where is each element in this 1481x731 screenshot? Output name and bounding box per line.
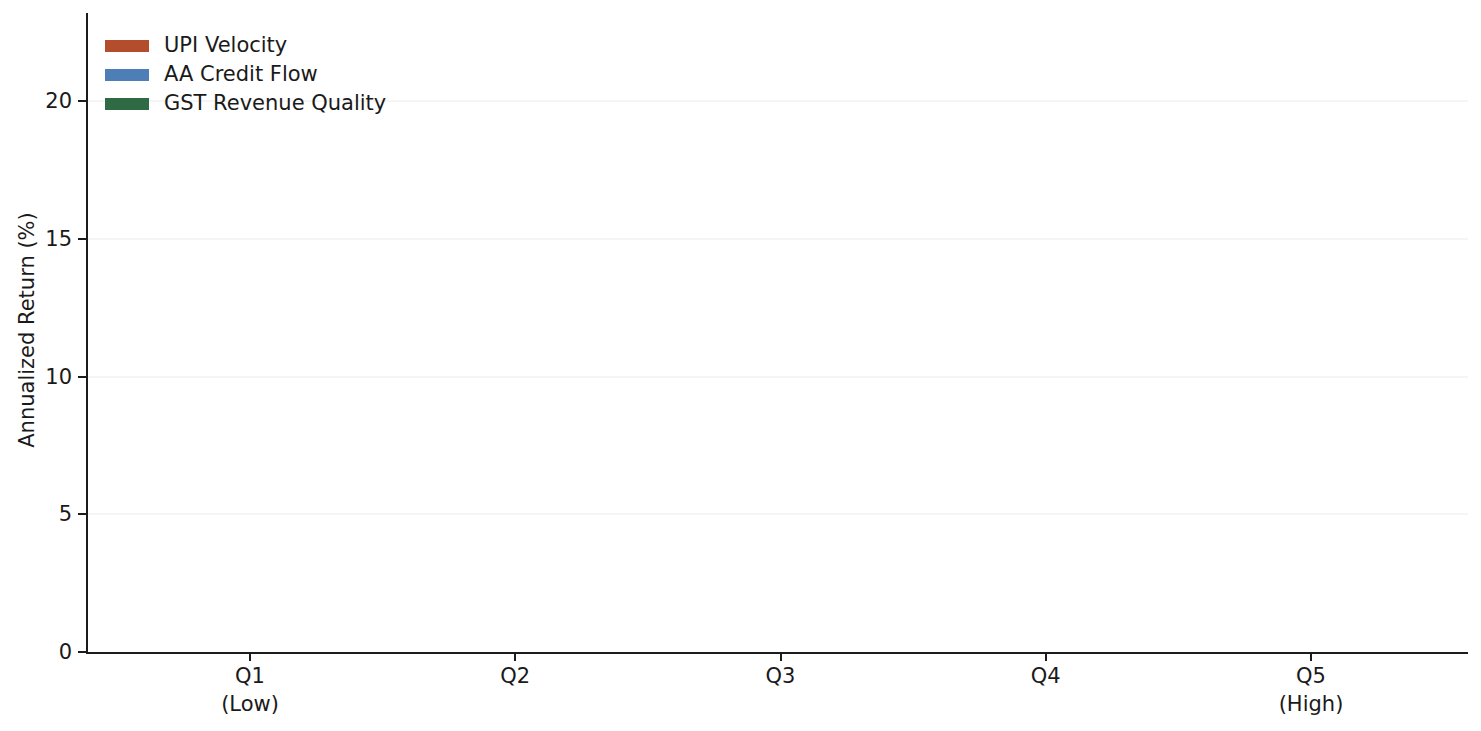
y-axis-spine: [86, 13, 88, 654]
legend-label: AA Credit Flow: [164, 64, 318, 85]
legend-swatch: [105, 40, 149, 52]
y-tick-label: 0: [59, 642, 72, 663]
legend-label: UPI Velocity: [164, 35, 287, 56]
legend-item: UPI Velocity: [105, 31, 386, 60]
x-tick-label: Q1 (Low): [130, 663, 370, 718]
x-axis-spine: [86, 652, 1468, 654]
y-tick-mark: [78, 651, 86, 653]
y-tick-mark: [78, 238, 86, 240]
x-tick-mark: [249, 654, 251, 661]
y-axis-title: Annualized Return (%): [15, 212, 39, 447]
x-tick-label: Q5 (High): [1191, 663, 1431, 718]
y-tick-label: 15: [45, 228, 72, 249]
legend-item: GST Revenue Quality: [105, 89, 386, 118]
y-tick-mark: [78, 513, 86, 515]
legend-swatch: [105, 98, 149, 110]
x-tick-label: Q3: [661, 663, 901, 691]
bar-chart-figure: Annualized Return (%) Q1 (Low)Q2Q3Q4Q5 (…: [0, 0, 1481, 731]
x-tick-mark: [1310, 654, 1312, 661]
legend-item: AA Credit Flow: [105, 60, 386, 89]
x-tick-mark: [514, 654, 516, 661]
y-tick-mark: [78, 100, 86, 102]
legend-label: GST Revenue Quality: [164, 93, 386, 114]
legend-swatch: [105, 69, 149, 81]
plot-area: Q1 (Low)Q2Q3Q4Q5 (High) 05101520 UPI Vel…: [88, 13, 1468, 652]
y-tick-label: 20: [45, 91, 72, 112]
x-tick-label: Q4: [926, 663, 1166, 691]
x-tick-mark: [780, 654, 782, 661]
y-tick-label: 10: [45, 366, 72, 387]
y-tick-mark: [78, 376, 86, 378]
legend: UPI Velocity AA Credit Flow GST Revenue Qu…: [105, 31, 386, 118]
x-tick-mark: [1045, 654, 1047, 661]
y-tick-label: 5: [59, 504, 72, 525]
x-tick-label: Q2: [395, 663, 635, 691]
